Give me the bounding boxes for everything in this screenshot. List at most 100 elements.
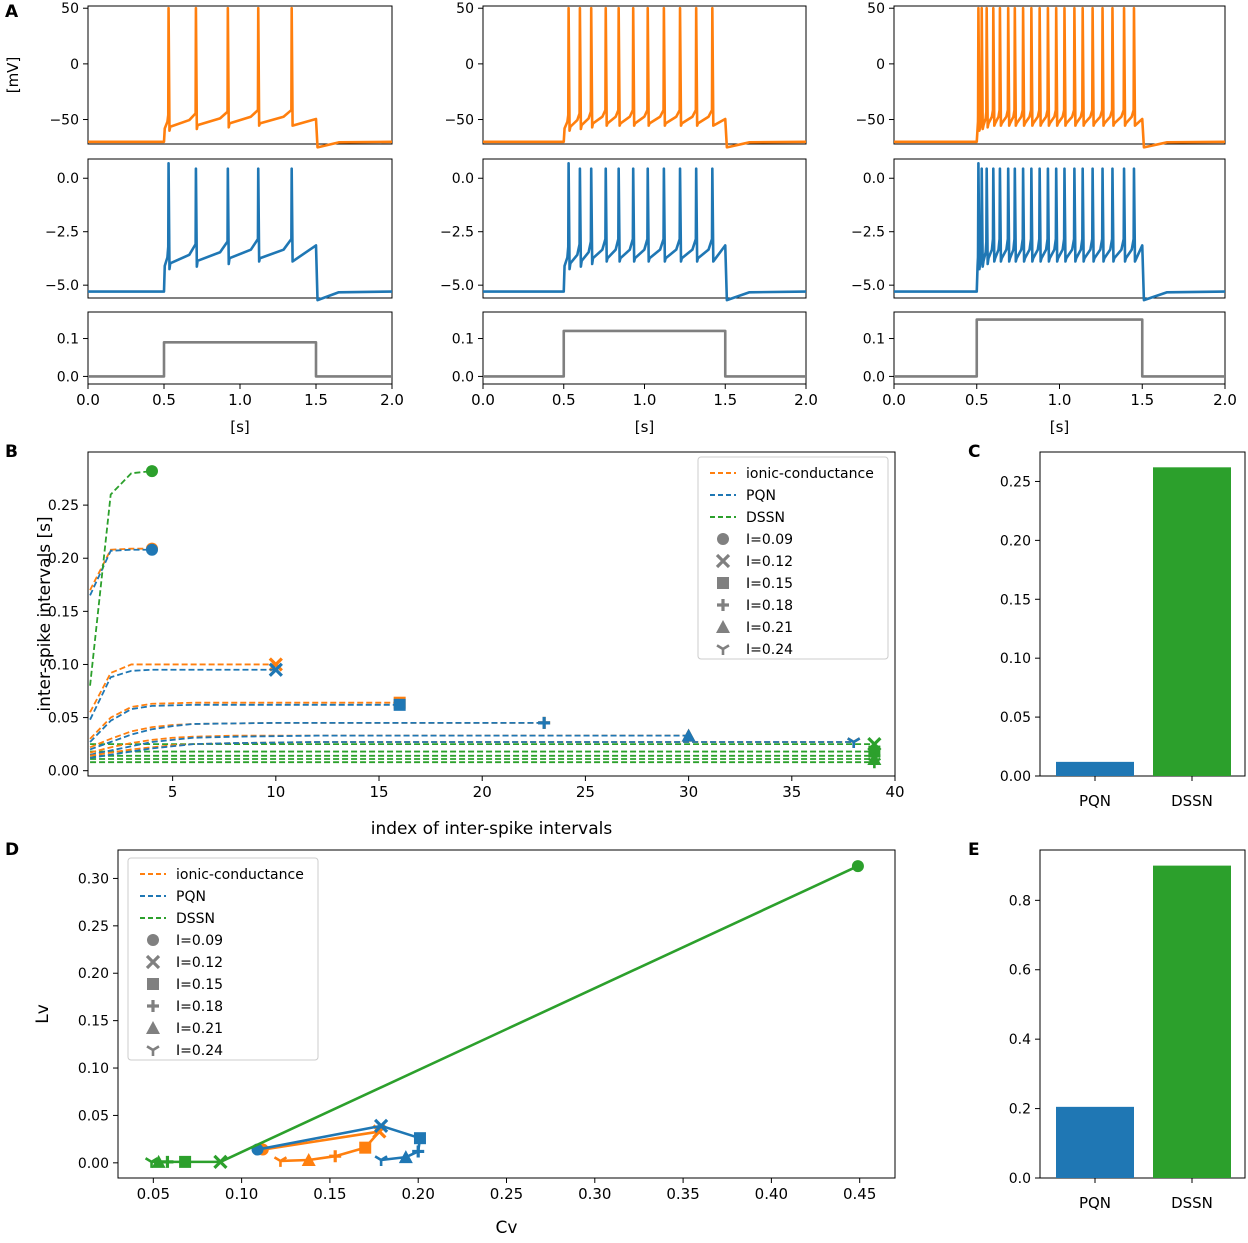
b-legend-marker-swatch — [717, 533, 729, 545]
b-xtick-label: 10 — [266, 783, 285, 801]
d-ytick-label: 0.00 — [78, 1156, 109, 1172]
panel-letter-c: C — [968, 442, 980, 462]
a-mid-ionic-ytick-label: 50 — [456, 1, 474, 17]
b-xtick-label: 25 — [576, 783, 595, 801]
c-xtick-label: DSSN — [1171, 792, 1213, 810]
e-xtick-label: DSSN — [1171, 1194, 1213, 1212]
d-point-marker — [329, 1150, 342, 1163]
d-point-marker — [179, 1155, 192, 1168]
panel-letter-b: B — [5, 442, 18, 462]
d-point-marker — [301, 1152, 316, 1166]
panel-a-traces: 50 0 −50 [mV] 0.0 −2.5 −5.0 0.1 0.0 0.0 0.5 1.0 1.5 2… — [4, 1, 1237, 436]
a-right-ionic-frame — [893, 5, 1226, 145]
b-series-end-marker — [867, 757, 882, 769]
b-legend-marker-label: I=0.09 — [746, 532, 793, 548]
d-point-marker — [359, 1141, 372, 1154]
b-series-end-marker — [847, 737, 861, 749]
d-legend-marker-label: I=0.12 — [176, 955, 223, 971]
a-ylabel: [mV] — [4, 57, 22, 94]
d-xtick-label: 0.35 — [666, 1185, 699, 1203]
a-right-pqn-ytick-label: −5.0 — [851, 278, 885, 294]
c-frame — [1039, 451, 1246, 777]
d-xtick-label: 0.25 — [490, 1185, 523, 1203]
d-legend-marker-swatch — [147, 934, 159, 946]
d-series-line — [257, 1124, 422, 1162]
b-series-end-marker — [867, 752, 882, 766]
d-xlabel: Cv — [496, 1218, 518, 1238]
b-legend-marker-label: I=0.12 — [746, 554, 793, 570]
d-legend-marker-swatch — [146, 1045, 160, 1056]
d-point-marker — [144, 1157, 159, 1168]
d-legend-marker-swatch — [147, 1000, 159, 1012]
b-series-line — [89, 663, 276, 713]
a-right-stim-trace — [894, 318, 1225, 378]
a-mid-stim-frame — [482, 311, 807, 385]
d-ytick-label: 0.25 — [78, 919, 109, 935]
d-point-marker — [273, 1156, 288, 1167]
b-series-line — [89, 703, 400, 743]
panel-letter-d: D — [5, 840, 19, 860]
a-mid-xtick-label: 2.0 — [794, 391, 818, 409]
b-legend-box — [697, 456, 889, 660]
a-left-ionic-ytick-label: 50 — [61, 1, 79, 17]
d-legend-marker-swatch — [145, 954, 161, 970]
b-xlabel: index of inter-spike intervals — [371, 819, 613, 839]
d-xtick-label: 0.20 — [402, 1185, 435, 1203]
c-xtick-label: PQN — [1079, 792, 1111, 810]
panel-letter-e: E — [968, 840, 980, 860]
d-point-marker — [398, 1150, 413, 1164]
b-series-line — [89, 470, 153, 686]
d-xtick-label: 0.40 — [755, 1185, 788, 1203]
b-xtick-label: 15 — [369, 783, 388, 801]
b-series-line — [89, 741, 854, 759]
a-right-ionic-trace — [894, 6, 1226, 149]
c-ytick-label: 0.20 — [1000, 533, 1031, 549]
d-legend-marker-label: I=0.15 — [176, 977, 223, 993]
b-legend-line-label: DSSN — [746, 510, 785, 526]
a-left-pqn-ytick-label: −2.5 — [45, 225, 79, 241]
panel-b-isi-chart: 0.00 0.05 0.10 0.15 0.20 0.25 5 10 15 20 25 30 35 40 i… — [35, 451, 905, 839]
b-legend-marker-label: I=0.18 — [746, 598, 793, 614]
d-legend-line-label: PQN — [176, 889, 206, 905]
b-series-end-marker — [145, 543, 158, 556]
b-series-end-marker — [268, 657, 283, 672]
a-right-ionic-ytick-label: 0 — [876, 57, 885, 73]
b-ytick-label: 0.25 — [48, 498, 79, 514]
a-mid-xtick-label: 1.5 — [713, 391, 737, 409]
a-mid-xtick-label: 0.0 — [471, 391, 495, 409]
b-series-line — [89, 548, 152, 596]
e-frame — [1039, 849, 1246, 1179]
b-legend-marker-swatch — [716, 620, 730, 633]
b-xtick-label: 20 — [473, 783, 492, 801]
panel-c-bar-chart: 0.00 0.05 0.10 0.15 0.20 0.25 PQN DSSN — [1000, 451, 1246, 810]
a-right-xtick-label: 1.0 — [1048, 391, 1072, 409]
a-left-ionic-frame — [87, 5, 393, 145]
a-mid-xtick-label: 1.0 — [633, 391, 657, 409]
a-left-xtick-label: 1.5 — [304, 391, 328, 409]
e-ytick-label: 0.4 — [1009, 1032, 1031, 1048]
b-series-line — [89, 668, 276, 721]
d-legend-line-label: ionic-conductance — [176, 867, 304, 883]
a-left-xtick-label: 0.5 — [152, 391, 176, 409]
b-ytick-label: 0.00 — [48, 764, 79, 780]
b-xtick-label: 40 — [885, 783, 904, 801]
a-right-stim-frame — [893, 311, 1226, 385]
d-point-marker — [851, 860, 864, 873]
c-ytick-label: 0.00 — [1000, 769, 1031, 785]
d-point-marker — [213, 1154, 228, 1170]
e-xtick-label: PQN — [1079, 1194, 1111, 1212]
a-left-pqn-ytick-label: 0.0 — [57, 171, 79, 187]
a-right-pqn-ytick-label: −2.5 — [851, 225, 885, 241]
d-legend-marker-swatch — [146, 1021, 160, 1034]
a-left-pqn-frame — [87, 158, 393, 299]
a-mid-pqn-trace — [483, 161, 807, 302]
a-right-xtick-label: 0.5 — [965, 391, 989, 409]
a-left-stim-trace — [88, 341, 392, 378]
a-mid-pqn-ytick-label: −5.0 — [440, 278, 474, 294]
d-point-marker — [161, 1155, 174, 1168]
d-xtick-label: 0.05 — [137, 1185, 170, 1203]
b-legend-marker-swatch — [717, 577, 729, 589]
a-left-xtick-label: 1.0 — [228, 391, 252, 409]
d-legend-marker-label: I=0.09 — [176, 933, 223, 949]
